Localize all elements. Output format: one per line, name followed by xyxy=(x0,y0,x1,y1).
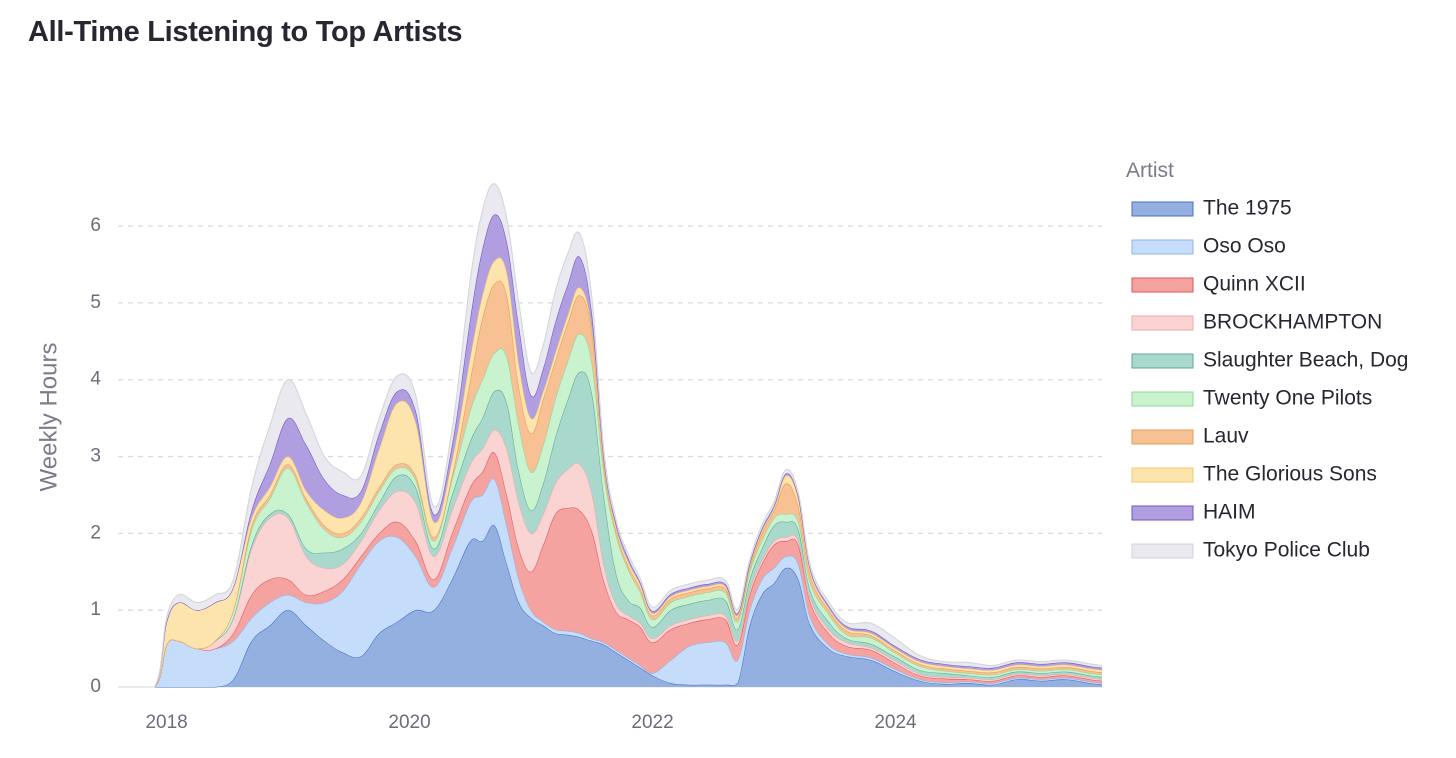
x-tick-label: 2022 xyxy=(631,712,673,733)
legend-label-the-glorious-sons[interactable]: The Glorious Sons xyxy=(1203,463,1377,486)
y-axis-ticks: 0 1 2 3 4 5 6 xyxy=(90,215,101,697)
y-tick-label: 5 xyxy=(90,292,101,313)
legend-label-the-1975[interactable]: The 1975 xyxy=(1203,197,1292,220)
area-the-1975[interactable] xyxy=(118,525,1102,687)
legend-swatch-slaughter-beach-dog[interactable] xyxy=(1131,353,1194,369)
y-tick-label: 1 xyxy=(90,599,101,620)
x-tick-label: 2024 xyxy=(874,712,917,733)
legend-title: Artist xyxy=(1126,159,1174,182)
y-tick-label: 6 xyxy=(90,215,101,236)
legend-swatch-the-glorious-sons[interactable] xyxy=(1131,467,1194,483)
chart-title: All-Time Listening to Top Artists xyxy=(28,16,463,48)
legend: Artist The 1975 Oso Oso Quinn XCII BROCKHAM… xyxy=(1126,159,1408,562)
legend-swatch-twenty-one-pilots[interactable] xyxy=(1131,391,1194,407)
y-tick-label: 4 xyxy=(90,369,101,390)
y-tick-label: 2 xyxy=(90,522,101,543)
legend-swatch-brockhampton[interactable] xyxy=(1131,315,1194,331)
legend-swatch-tokyo-police-club[interactable] xyxy=(1131,543,1194,559)
legend-label-quinn-xcii[interactable]: Quinn XCII xyxy=(1203,273,1306,296)
x-tick-label: 2018 xyxy=(145,712,187,733)
legend-label-tokyo-police-club[interactable]: Tokyo Police Club xyxy=(1203,539,1370,562)
legend-label-slaughter-beach-dog[interactable]: Slaughter Beach, Dog xyxy=(1203,349,1408,372)
legend-label-twenty-one-pilots[interactable]: Twenty One Pilots xyxy=(1203,387,1372,410)
legend-label-haim[interactable]: HAIM xyxy=(1203,501,1256,524)
y-axis-label: Weekly Hours xyxy=(35,343,62,492)
x-tick-label: 2020 xyxy=(388,712,430,733)
area-quinn-xcii[interactable] xyxy=(118,452,1102,687)
legend-swatch-the-1975[interactable] xyxy=(1131,201,1194,217)
legend-label-oso-oso[interactable]: Oso Oso xyxy=(1203,235,1286,258)
legend-swatch-quinn-xcii[interactable] xyxy=(1131,277,1194,293)
y-tick-label: 0 xyxy=(90,676,101,697)
legend-swatch-haim[interactable] xyxy=(1131,505,1194,521)
area-edge-tokyo-police-club xyxy=(118,183,1103,688)
area-layers xyxy=(118,183,1103,688)
legend-label-lauv[interactable]: Lauv xyxy=(1203,425,1249,448)
legend-swatch-oso-oso[interactable] xyxy=(1131,239,1194,255)
legend-swatch-lauv[interactable] xyxy=(1131,429,1194,445)
area-oso-oso[interactable] xyxy=(118,478,1102,687)
legend-label-brockhampton[interactable]: BROCKHAMPTON xyxy=(1203,311,1382,334)
y-tick-label: 3 xyxy=(90,446,101,467)
x-axis-ticks: 2018 2020 2022 2024 xyxy=(145,712,917,733)
